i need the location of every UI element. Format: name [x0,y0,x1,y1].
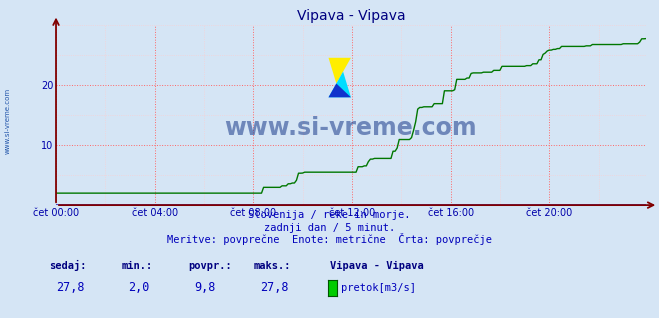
Text: 2,0: 2,0 [129,281,150,294]
Text: pretok[m3/s]: pretok[m3/s] [341,283,416,293]
Text: www.si-vreme.com: www.si-vreme.com [4,88,11,154]
Text: 27,8: 27,8 [260,281,289,294]
Polygon shape [328,83,351,97]
Polygon shape [328,58,351,83]
Text: Meritve: povprečne  Enote: metrične  Črta: povprečje: Meritve: povprečne Enote: metrične Črta:… [167,233,492,245]
Text: min.:: min.: [122,261,153,271]
Text: www.si-vreme.com: www.si-vreme.com [225,116,477,140]
Text: povpr.:: povpr.: [188,261,231,271]
Text: Slovenija / reke in morje.: Slovenija / reke in morje. [248,210,411,220]
Text: 9,8: 9,8 [194,281,215,294]
Text: 27,8: 27,8 [56,281,84,294]
Title: Vipava - Vipava: Vipava - Vipava [297,9,405,23]
Text: maks.:: maks.: [254,261,291,271]
Text: zadnji dan / 5 minut.: zadnji dan / 5 minut. [264,223,395,232]
Polygon shape [328,72,351,97]
Text: sedaj:: sedaj: [49,260,87,271]
Text: Vipava - Vipava: Vipava - Vipava [330,261,423,271]
